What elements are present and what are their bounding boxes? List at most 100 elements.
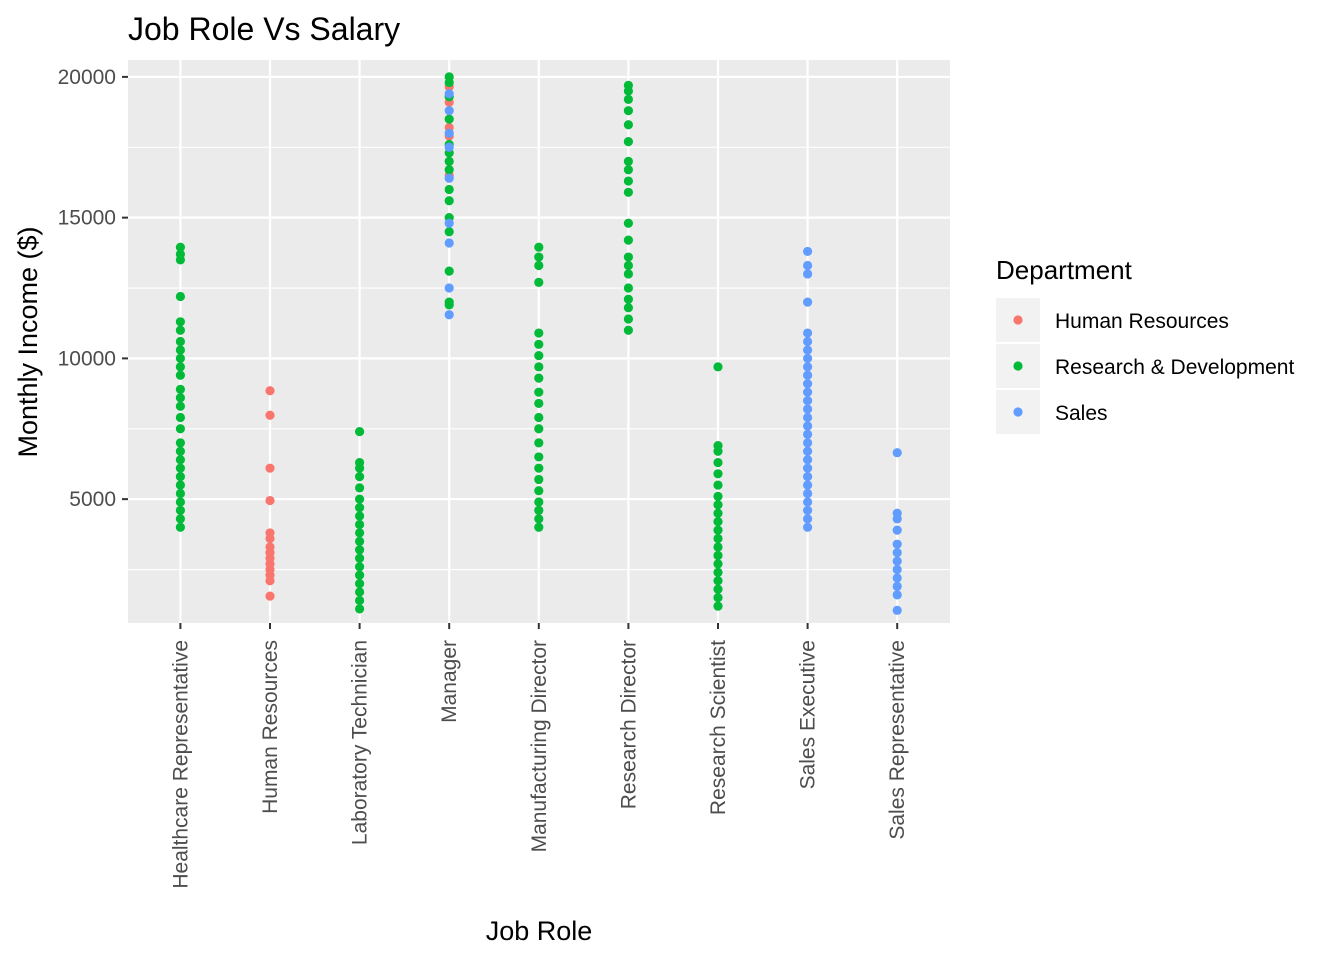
data-point	[175, 455, 185, 465]
data-point	[175, 472, 185, 482]
data-points	[175, 72, 902, 615]
x-tick-label: Research Director	[617, 640, 640, 809]
data-point	[623, 80, 634, 90]
data-point	[803, 480, 813, 490]
data-point	[713, 508, 723, 518]
data-point	[623, 269, 634, 279]
data-point	[713, 559, 723, 569]
data-point	[803, 438, 813, 448]
y-tick-label: 10000	[58, 347, 116, 370]
data-point	[175, 446, 185, 456]
data-point	[355, 483, 365, 493]
data-point	[892, 539, 902, 549]
data-point	[623, 252, 634, 262]
data-point	[265, 495, 275, 506]
data-point	[892, 564, 902, 575]
data-point	[175, 242, 185, 252]
data-point	[713, 500, 723, 510]
data-point	[803, 387, 813, 397]
x-tick-label: Laboratory Technician	[349, 640, 372, 845]
data-point	[265, 542, 275, 552]
data-point	[534, 474, 544, 485]
data-point	[175, 488, 185, 499]
data-point	[713, 491, 723, 501]
data-point	[175, 345, 185, 355]
data-point	[623, 303, 634, 313]
legend-marker	[1013, 407, 1023, 417]
data-point	[713, 525, 723, 535]
data-point	[265, 463, 275, 473]
data-point	[892, 556, 902, 566]
data-point	[803, 497, 813, 507]
data-point	[534, 387, 544, 397]
data-point	[444, 156, 454, 166]
data-point	[175, 325, 185, 335]
data-point	[623, 325, 634, 335]
data-point	[892, 581, 902, 592]
data-point	[444, 184, 454, 195]
data-point	[713, 441, 723, 451]
data-point	[444, 218, 454, 228]
series-sales	[444, 89, 902, 615]
data-point	[713, 576, 723, 586]
data-point	[892, 508, 902, 518]
data-point	[444, 238, 454, 248]
data-point	[444, 114, 454, 124]
data-point	[803, 446, 813, 456]
data-point	[623, 294, 634, 304]
legend-title: Department	[996, 255, 1133, 285]
data-point	[355, 578, 365, 589]
data-point	[803, 396, 813, 406]
data-point	[175, 412, 185, 423]
data-point	[444, 142, 454, 152]
data-point	[265, 410, 275, 420]
data-point	[713, 601, 723, 611]
data-point	[444, 89, 454, 99]
data-point	[175, 291, 185, 302]
x-tick-label: Human Resources	[259, 640, 282, 814]
data-point	[175, 505, 185, 515]
data-point	[355, 494, 365, 504]
data-point	[534, 438, 544, 448]
data-point	[265, 528, 275, 538]
data-point	[892, 448, 902, 458]
data-point	[444, 283, 454, 293]
data-point	[355, 426, 365, 437]
data-point	[355, 536, 365, 546]
data-point	[355, 528, 365, 538]
x-tick-label: Manufacturing Director	[528, 640, 551, 852]
data-point	[444, 72, 454, 82]
data-point	[803, 455, 813, 465]
data-point	[803, 336, 813, 347]
data-point	[534, 373, 544, 383]
data-point	[713, 533, 723, 544]
data-point	[803, 505, 813, 515]
data-point	[623, 283, 634, 293]
data-point	[892, 525, 902, 535]
data-point	[713, 567, 723, 577]
data-point	[713, 469, 723, 479]
data-point	[444, 196, 454, 206]
data-point	[175, 463, 185, 473]
data-point	[534, 522, 544, 532]
data-point	[803, 345, 813, 355]
data-point	[803, 463, 813, 473]
legend-marker	[1013, 361, 1023, 371]
y-tick-label: 15000	[58, 207, 116, 230]
data-point	[803, 472, 813, 482]
data-point	[175, 393, 185, 403]
data-point	[892, 590, 902, 600]
data-point	[355, 553, 365, 563]
data-point	[892, 605, 902, 615]
data-point	[623, 165, 634, 175]
data-point	[803, 412, 813, 423]
data-point	[892, 573, 902, 583]
x-axis: Healthcare Representative Human Resources…	[169, 623, 909, 889]
data-point	[892, 548, 902, 558]
data-point	[803, 429, 813, 439]
data-point	[355, 457, 365, 468]
legend-label: Human Resources	[1055, 310, 1229, 333]
data-point	[803, 297, 813, 307]
data-point	[355, 472, 365, 482]
